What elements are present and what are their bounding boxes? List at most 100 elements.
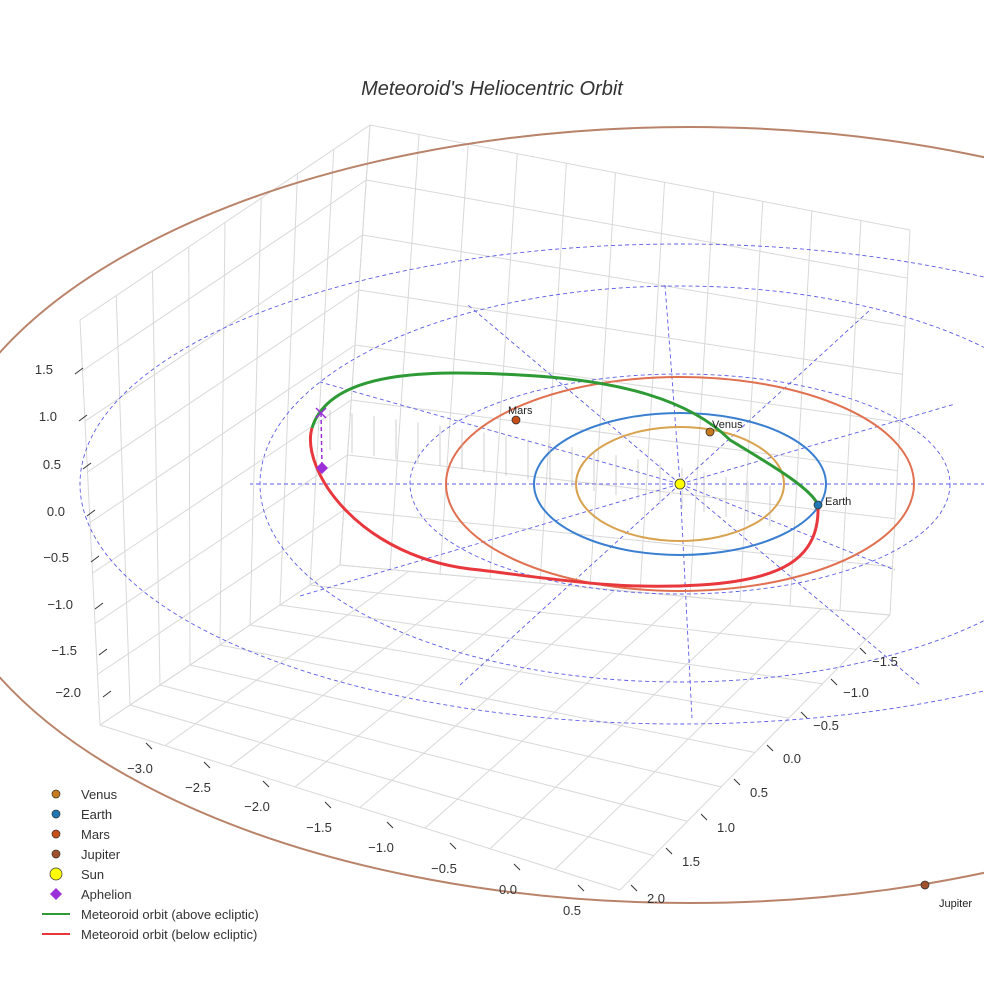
x-tick-mark [203,761,211,769]
mars-label: Mars [508,405,533,417]
grid-line [343,509,893,568]
z-tick-label: −2.0 [55,685,81,700]
x-tick-label: −1.0 [368,840,394,855]
grid-line [115,295,131,706]
z-tick-label: 1.0 [39,409,57,424]
aphelion-marker [316,462,328,474]
y-tick-label: 1.5 [682,854,700,869]
legend-item: Mars [51,827,110,842]
grid-line [369,124,911,231]
grid-line [249,624,789,719]
y-tick-mark [766,744,774,752]
x-tick-label: −0.5 [431,861,457,876]
legend-label: Sun [81,867,104,882]
planet-orbits [0,126,984,904]
ecliptic-ray [679,483,896,571]
grid-line [362,234,906,327]
grid-line [99,724,621,891]
grid-line [339,564,891,616]
legend-symbol [51,789,61,799]
y-tick-label: −1.5 [872,654,898,669]
meteoroid-orbit [309,371,820,588]
y-tick-mark [665,847,673,855]
legend-symbol [51,849,61,859]
orbit-venus [575,426,785,542]
grid-line [279,173,298,606]
grid-line [159,684,688,822]
x-tick-label: 0.5 [563,903,581,918]
sun-marker [674,478,686,490]
z-tick-mark [94,602,104,610]
venus-label: Venus [712,419,743,431]
y-tick-mark [630,884,638,892]
grid-line [249,198,262,626]
ecliptic-ray [319,381,681,485]
ecliptic-ray [664,284,681,485]
ecliptic-ray [299,483,681,597]
legend-label: Meteoroid orbit (above ecliptic) [81,907,259,922]
y-tick-label: 1.0 [717,820,735,835]
ecliptic-ray [679,309,871,485]
legend-label: Jupiter [81,847,121,862]
x-tick-label: −2.5 [185,780,211,795]
legend-item: Sun [49,867,104,882]
legend-item: Meteoroid orbit (above ecliptic) [42,907,259,922]
y-tick-mark [700,813,708,821]
legend-symbol [51,809,61,819]
legend-item: Meteoroid orbit (below ecliptic) [42,927,257,942]
grid-line [309,584,857,650]
orbit-jupiter [0,126,984,904]
ecliptic-ray [679,483,921,686]
x-tick-mark [324,801,332,809]
grid-line [309,149,335,586]
x-tick-mark [386,821,394,829]
legend-label: Mars [81,827,110,842]
aphelion-drop-line [320,412,323,469]
x-tick-mark [449,842,457,850]
legend-symbol [51,829,61,839]
grid-line [189,664,722,788]
ecliptic-ray [459,483,681,686]
x-tick-label: −1.5 [306,820,332,835]
grid-line [129,704,654,857]
z-tick-mark [86,509,96,517]
x-tick-mark [262,780,270,788]
y-tick-label: 0.0 [783,751,801,766]
orbit-earth [533,412,827,556]
y-tick-label: −1.0 [843,685,869,700]
legend-label: Earth [81,807,112,822]
legend-label: Meteoroid orbit (below ecliptic) [81,927,257,942]
z-tick-label: −0.5 [43,550,69,565]
grid-line [347,454,896,520]
grid-line [188,246,191,666]
z-tick-mark [78,414,88,422]
z-tick-label: −1.5 [51,643,77,658]
x-tick-label: −2.0 [244,799,270,814]
y-tick-mark [830,678,838,686]
legend-item: Venus [51,787,118,802]
z-tick-mark [102,690,112,698]
y-tick-label: −0.5 [813,718,839,733]
y-tick-mark [733,778,741,786]
meteoroid-orbit-above [310,371,820,506]
z-tick-label: 1.5 [35,362,53,377]
jupiter-label: Jupiter [939,898,972,910]
earth-marker [813,500,823,510]
x-stroke [315,407,327,419]
aphelion-x-marker [315,407,327,419]
ecliptic-ray [679,403,956,485]
legend: Venus Earth Mars Jupiter Sun Aphelion Meteoroi… [42,787,259,942]
legend-item: Earth [51,807,112,822]
grid-line [219,222,226,646]
x-tick-mark [513,863,521,871]
grid-line [219,644,756,753]
grid-line [354,344,901,423]
ecliptic-ray [467,304,681,485]
z-tick-mark [74,367,84,375]
body-markers: Venus Earth Mars Jupiter [315,405,972,910]
x-tick-label: −3.0 [127,761,153,776]
y-tick-label: 0.5 [750,785,768,800]
grid-line [152,271,161,686]
z-tick-label: −1.0 [47,597,73,612]
